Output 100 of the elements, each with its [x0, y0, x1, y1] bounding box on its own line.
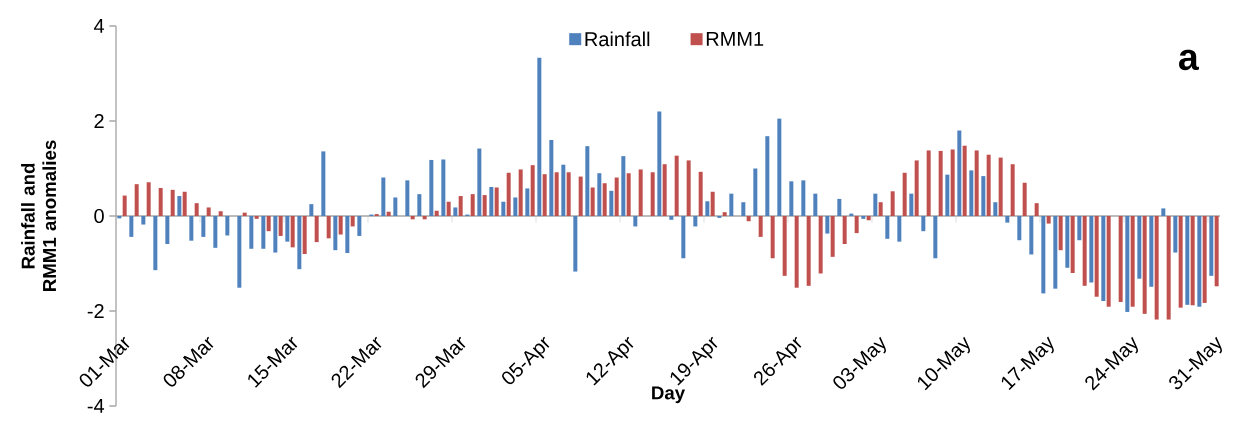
bar	[410, 215, 415, 220]
bar	[926, 150, 931, 216]
bar	[494, 187, 499, 216]
bar	[453, 207, 458, 216]
bar	[1041, 215, 1046, 294]
bar	[1142, 215, 1147, 314]
bar	[1185, 215, 1190, 305]
bar	[182, 191, 187, 216]
bar	[189, 215, 194, 241]
bar	[446, 201, 451, 216]
bar	[861, 215, 866, 219]
bar	[674, 155, 679, 216]
bar	[350, 215, 355, 227]
bar	[597, 173, 602, 216]
bar	[686, 160, 691, 216]
bar	[158, 187, 163, 216]
bar	[1137, 215, 1142, 279]
bar	[873, 193, 878, 216]
bar	[321, 151, 326, 216]
bar	[1053, 215, 1058, 289]
bar	[518, 169, 523, 216]
bar	[285, 215, 290, 242]
bar	[333, 215, 338, 251]
bar	[842, 215, 847, 245]
bar	[1101, 215, 1106, 302]
bar	[621, 156, 626, 216]
bar	[722, 212, 727, 216]
bar	[1034, 203, 1039, 216]
bar	[1125, 215, 1130, 312]
annotation: a	[1179, 49, 1199, 71]
bar	[1130, 215, 1135, 307]
bar	[957, 130, 962, 216]
bar	[129, 215, 134, 237]
bar	[417, 194, 422, 216]
bar	[422, 215, 427, 220]
bar	[830, 215, 835, 257]
bar	[938, 150, 943, 216]
bar	[249, 215, 254, 249]
bar	[962, 145, 967, 216]
bar	[1046, 215, 1051, 224]
bar	[1214, 215, 1219, 287]
bar	[933, 215, 938, 259]
bar	[1209, 215, 1214, 276]
bar	[218, 211, 223, 216]
bar	[525, 188, 530, 216]
x-axis-title: Day	[652, 386, 686, 404]
bar	[489, 187, 494, 216]
bar	[945, 174, 950, 216]
bar	[626, 173, 631, 216]
bar	[1058, 215, 1063, 251]
bar	[897, 215, 902, 242]
bar	[998, 157, 1003, 216]
bar	[878, 202, 883, 216]
bar	[698, 171, 703, 216]
bar	[669, 215, 674, 220]
y-tick-label: -2	[87, 304, 104, 318]
bar	[609, 190, 614, 216]
bar	[1017, 215, 1022, 241]
bar	[477, 148, 482, 216]
bar	[141, 215, 146, 225]
bar	[254, 215, 259, 219]
bar	[297, 215, 302, 270]
bar	[753, 168, 758, 216]
y-axis-title: Rainfall and RMM1 anomalies	[21, 140, 57, 291]
bar	[429, 159, 434, 216]
bar	[789, 181, 794, 216]
bar	[1166, 215, 1171, 320]
bar	[278, 215, 283, 236]
bar	[758, 215, 763, 237]
bar	[614, 177, 619, 216]
bar	[338, 215, 343, 235]
bar	[242, 212, 247, 216]
bar	[729, 193, 734, 216]
bar	[1022, 182, 1027, 216]
bar	[854, 215, 859, 234]
bar	[165, 215, 170, 245]
bar	[662, 164, 667, 216]
bar	[837, 198, 842, 216]
bar	[1005, 215, 1010, 223]
bar	[549, 139, 554, 216]
bar	[777, 118, 782, 216]
bar	[393, 197, 398, 216]
legend-label: Rainfall	[585, 31, 650, 47]
bar	[1202, 215, 1207, 303]
bar	[986, 154, 991, 216]
bar	[981, 176, 986, 216]
bar	[1065, 215, 1070, 268]
bar	[357, 215, 362, 236]
bar	[681, 215, 686, 259]
bar	[794, 215, 799, 288]
bar	[746, 215, 751, 222]
bar	[818, 215, 823, 274]
bar	[542, 174, 547, 216]
bar	[206, 207, 211, 216]
y-tick-label: -4	[87, 399, 105, 413]
legend-label: RMM1	[706, 31, 764, 46]
bar	[801, 180, 806, 216]
bar	[902, 172, 907, 216]
bar	[1178, 215, 1183, 308]
bar	[578, 176, 583, 216]
